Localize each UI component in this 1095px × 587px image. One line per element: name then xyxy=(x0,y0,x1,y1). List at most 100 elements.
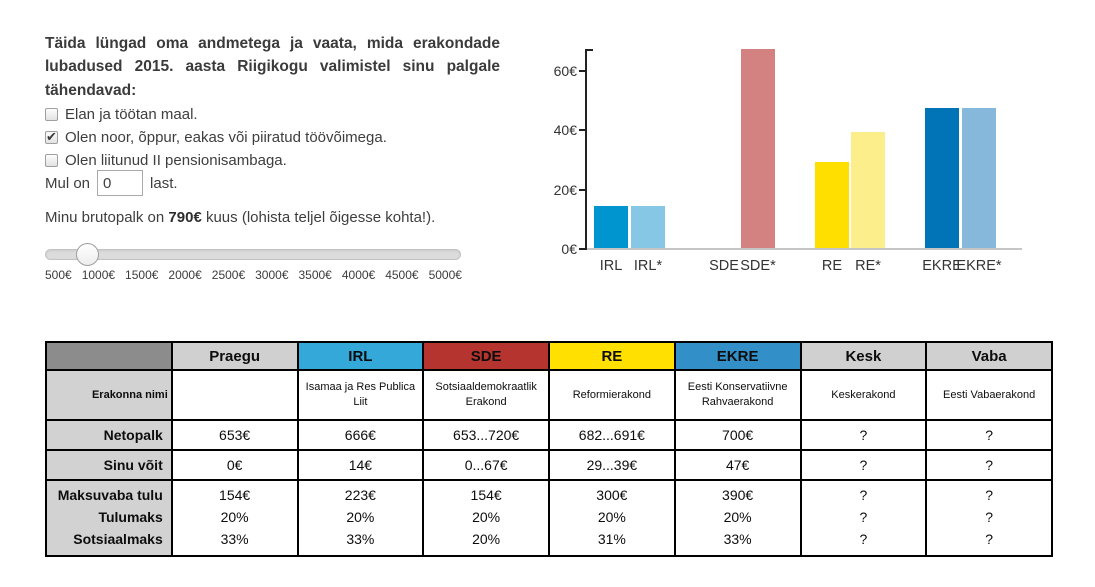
chart-xlabel: IRL xyxy=(599,258,623,274)
chart-ytick-label: 60€ xyxy=(553,62,577,79)
results-table: Praegu IRL SDE RE EKRE Kesk Vaba Erakonna nimi I… xyxy=(45,341,1053,557)
chart-bar-IRL* xyxy=(631,206,665,248)
chart-bar-RE* xyxy=(851,132,885,248)
checkbox-rural[interactable] xyxy=(45,108,58,121)
table-cell: Isamaa ja Res Publica Liit xyxy=(296,369,425,421)
chart-ytick xyxy=(579,69,585,72)
table-header-Vaba: Vaba xyxy=(925,341,1053,371)
checkbox-young[interactable] xyxy=(45,129,58,145)
intro-text: Täida lüngad oma andmetega ja vaata, mid… xyxy=(45,35,500,99)
children-count-suffix: last. xyxy=(150,174,178,192)
slider-tick-label: 4000€ xyxy=(341,268,376,282)
salary-slider-tick-labels: 500€ 1000€ 1500€ 2000€ 2500€ 3000€ 3500€ 4000€ 4… xyxy=(45,268,462,282)
salary-slider-handle[interactable] xyxy=(76,243,100,266)
table-cell: 653€ xyxy=(170,419,299,451)
salary-slider-track[interactable] xyxy=(45,249,461,260)
table-cell: ? xyxy=(799,419,928,451)
chart-bar-EKRE xyxy=(925,108,959,248)
checkbox-row-rural[interactable]: Elan ja töötan maal. xyxy=(45,103,500,126)
table-cell: 682...691€ xyxy=(548,419,676,451)
table-cell: 47€ xyxy=(673,449,802,481)
table-row-label: Sinu võit xyxy=(45,449,173,481)
slider-tick-label: 3000€ xyxy=(255,268,289,282)
chart-xlabel: EKRE xyxy=(922,258,962,274)
table-header-corner xyxy=(45,341,173,371)
table-cell: 14€ xyxy=(296,449,425,481)
checkbox-rural-label: Elan ja töötan maal. xyxy=(65,106,198,123)
chart-ytick xyxy=(579,248,585,250)
chart-y-axis xyxy=(585,49,587,250)
chart-xlabel: SDE* xyxy=(740,258,776,274)
checkbox-row-young[interactable]: Olen noor, õppur, eakas või piiratud töö… xyxy=(45,126,500,149)
table-cell: Reformierakond xyxy=(548,369,676,421)
table-cell: Keskerakond xyxy=(799,369,928,421)
children-count-prefix: Mul on xyxy=(45,174,91,192)
chart-bar-SDE* xyxy=(741,49,775,248)
table-cell: 653...720€ xyxy=(422,419,550,451)
table-cell: Sotsiaaldemokraatlik Erakond xyxy=(422,369,550,421)
chart-bar-RE xyxy=(815,162,849,248)
chart-xlabel: SDE xyxy=(709,258,739,274)
table-cell: 29...39€ xyxy=(548,449,676,481)
salary-slider xyxy=(45,243,461,266)
slider-tick-label: 2000€ xyxy=(168,268,202,282)
chart-ytick xyxy=(579,188,585,191)
slider-tick-label: 2500€ xyxy=(211,268,246,282)
chart-baseline xyxy=(585,248,1022,250)
chart-xlabel: RE xyxy=(821,258,843,274)
table-cell: 300€ 20% 31% xyxy=(548,479,676,557)
table-cell xyxy=(170,369,299,421)
checkbox-pension[interactable] xyxy=(45,154,58,167)
table-cell: Eesti Konservatiivne Rahvaerakond xyxy=(673,369,802,421)
chart-bar-EKRE* xyxy=(962,108,996,248)
table-cell: 223€ 20% 33% xyxy=(296,479,425,557)
chart-y-axis-cap xyxy=(585,49,593,51)
table-header-IRL: IRL xyxy=(296,341,425,371)
table-cell: 0...67€ xyxy=(422,449,550,481)
table-row-label: Erakonna nimi xyxy=(45,369,173,421)
chart-xlabel: IRL* xyxy=(633,258,663,274)
slider-tick-label: 4500€ xyxy=(385,268,419,282)
table-cell: 700€ xyxy=(673,419,802,451)
chart-bar-IRL xyxy=(594,206,628,248)
table-header-EKRE: EKRE xyxy=(673,341,802,371)
slider-tick-label: 1000€ xyxy=(81,268,116,282)
table-cell: 390€ 20% 33% xyxy=(673,479,802,557)
chart-xlabel: RE* xyxy=(855,258,881,274)
salary-sentence: Minu brutopalk on 790€ kuus (lohista tel… xyxy=(45,209,435,226)
slider-tick-label: 500€ xyxy=(45,268,72,282)
table-header-SDE: SDE xyxy=(422,341,550,371)
children-count-row: Mul on last. xyxy=(45,170,178,196)
table-header-Praegu: Praegu xyxy=(170,341,299,371)
children-count-input[interactable] xyxy=(97,170,144,196)
checkbox-row-pension[interactable]: Olen liitunud II pensionisambaga. xyxy=(45,149,500,172)
chart-ytick-label: 40€ xyxy=(553,122,577,139)
table-cell: 666€ xyxy=(296,419,425,451)
results-table-wrap: Praegu IRL SDE RE EKRE Kesk Vaba Erakonna nimi I… xyxy=(45,341,1053,557)
salary-suffix: kuus (lohista teljel õigesse kohta!). xyxy=(205,209,436,226)
chart-ytick xyxy=(579,129,585,132)
checkbox-pension-label: Olen liitunud II pensionisambaga. xyxy=(65,152,287,169)
table-cell: 0€ xyxy=(170,449,299,481)
table-row-label: Maksuvaba tulu Tulumaks Sotsiaalmaks xyxy=(45,479,173,557)
chart-ytick-label: 0€ xyxy=(561,241,577,257)
table-cell: ??? xyxy=(799,479,928,557)
salary-value: 790€ xyxy=(168,209,202,226)
table-cell: Eesti Vabaerakond xyxy=(925,369,1053,421)
slider-tick-label: 3500€ xyxy=(298,268,332,282)
chart-xlabel: EKRE* xyxy=(956,258,1002,274)
table-cell: ??? xyxy=(925,479,1053,557)
options-checkbox-group: Elan ja töötan maal. Olen noor, õppur, e… xyxy=(45,103,500,172)
slider-tick-label: 1500€ xyxy=(125,268,159,282)
salary-prefix: Minu brutopalk on xyxy=(45,209,165,226)
winnings-bar-chart: 0€ 20€ 40€ 60€ IRL IRL* SDE SDE* RE RE* EKRE EKRE* xyxy=(545,30,1045,290)
table-header-RE: RE xyxy=(548,341,676,371)
chart-ytick-label: 20€ xyxy=(553,181,577,198)
checkbox-young-label: Olen noor, õppur, eakas või piiratud töö… xyxy=(65,129,387,146)
table-row-label: Netopalk xyxy=(45,419,173,451)
slider-tick-label: 5000€ xyxy=(428,268,462,282)
table-cell: ? xyxy=(799,449,928,481)
table-cell: ? xyxy=(925,449,1053,481)
table-cell: 154€ 20% 20% xyxy=(422,479,550,557)
